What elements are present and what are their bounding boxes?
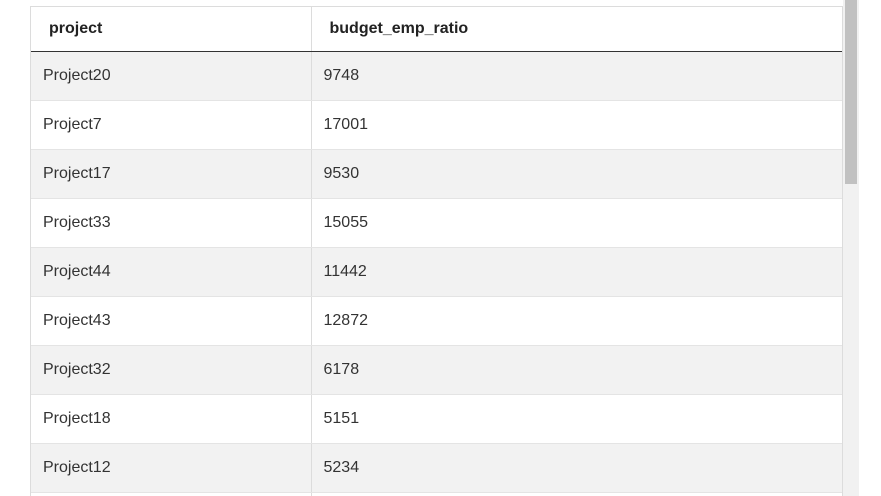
table-header: project budget_emp_ratio <box>31 7 842 52</box>
cell-project: Project18 <box>31 394 312 444</box>
header-row: project budget_emp_ratio <box>31 7 842 52</box>
table-row: Project32 6178 <box>31 345 842 395</box>
table-row: Project20 9748 <box>31 51 842 101</box>
table-row <box>31 492 842 496</box>
table-row: Project33 15055 <box>31 198 842 248</box>
table-row: Project43 12872 <box>31 296 842 346</box>
cell-budget-emp-ratio: 5151 <box>311 394 842 444</box>
results-table: project budget_emp_ratio Project20 9748 … <box>31 7 842 496</box>
table-row: Project17 9530 <box>31 149 842 199</box>
column-header-budget-emp-ratio[interactable]: budget_emp_ratio <box>311 7 842 52</box>
table-body: Project20 9748 Project7 17001 Project17 … <box>31 51 842 496</box>
cell-budget-emp-ratio <box>311 492 842 496</box>
table-row: Project18 5151 <box>31 394 842 444</box>
cell-project: Project12 <box>31 443 312 493</box>
cell-budget-emp-ratio: 17001 <box>311 100 842 150</box>
results-table-container: project budget_emp_ratio Project20 9748 … <box>30 6 843 496</box>
table-row: Project12 5234 <box>31 443 842 493</box>
vertical-scrollbar-thumb[interactable] <box>845 0 857 184</box>
cell-project: Project33 <box>31 198 312 248</box>
cell-budget-emp-ratio: 6178 <box>311 345 842 395</box>
cell-budget-emp-ratio: 9530 <box>311 149 842 199</box>
column-header-project[interactable]: project <box>31 7 312 52</box>
cell-project: Project20 <box>31 51 312 101</box>
cell-budget-emp-ratio: 12872 <box>311 296 842 346</box>
table-row: Project7 17001 <box>31 100 842 150</box>
cell-project: Project44 <box>31 247 312 297</box>
cell-project: Project43 <box>31 296 312 346</box>
cell-budget-emp-ratio: 9748 <box>311 51 842 101</box>
cell-project: Project17 <box>31 149 312 199</box>
table-row: Project44 11442 <box>31 247 842 297</box>
cell-project: Project32 <box>31 345 312 395</box>
cell-budget-emp-ratio: 15055 <box>311 198 842 248</box>
cell-project: Project7 <box>31 100 312 150</box>
cell-project <box>31 492 312 496</box>
cell-budget-emp-ratio: 5234 <box>311 443 842 493</box>
cell-budget-emp-ratio: 11442 <box>311 247 842 297</box>
